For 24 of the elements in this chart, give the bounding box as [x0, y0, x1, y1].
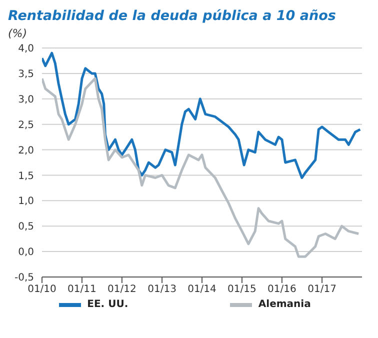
y-tick-label: 3,0 — [18, 94, 34, 106]
x-tick-label: 01/12 — [108, 284, 136, 296]
x-tick-label: 01/17 — [308, 284, 336, 296]
x-tick-label: 01/13 — [148, 284, 176, 296]
x-tick-label: 01/14 — [188, 284, 216, 296]
x-tick-label: 01/10 — [28, 284, 56, 296]
x-tick-label: 01/11 — [68, 284, 96, 296]
line-series — [42, 77, 360, 258]
line-series — [42, 52, 362, 180]
x-tick-label: 01/16 — [268, 284, 296, 296]
y-tick-label: 4,0 — [18, 44, 34, 55]
y-tick-label: -0,5 — [14, 272, 34, 284]
y-tick-label: 2,0 — [18, 145, 34, 156]
y-tick-label: 3,5 — [18, 68, 34, 80]
y-tick-label: 0,5 — [18, 222, 34, 233]
y-tick-label: 1,0 — [18, 196, 34, 208]
legend-label: EE. UU. — [86, 299, 128, 310]
y-axis-title: (%) — [8, 27, 28, 40]
legend-label: Alemania — [257, 299, 311, 310]
y-tick-label: 0,0 — [18, 247, 34, 258]
y-tick-label: 2,5 — [18, 120, 34, 131]
x-tick-label: 01/15 — [228, 284, 256, 296]
chart-title: Rentabilidad de la deuda pública a 10 años — [8, 8, 337, 24]
y-tick-label: 1,5 — [18, 170, 34, 182]
